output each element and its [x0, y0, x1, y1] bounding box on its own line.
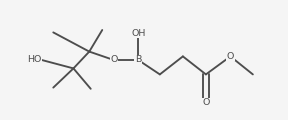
- Text: OH: OH: [131, 29, 145, 38]
- Text: O: O: [227, 52, 234, 61]
- Text: O: O: [110, 55, 118, 65]
- Text: HO: HO: [27, 55, 42, 65]
- Text: B: B: [135, 55, 141, 65]
- Text: O: O: [202, 98, 210, 107]
